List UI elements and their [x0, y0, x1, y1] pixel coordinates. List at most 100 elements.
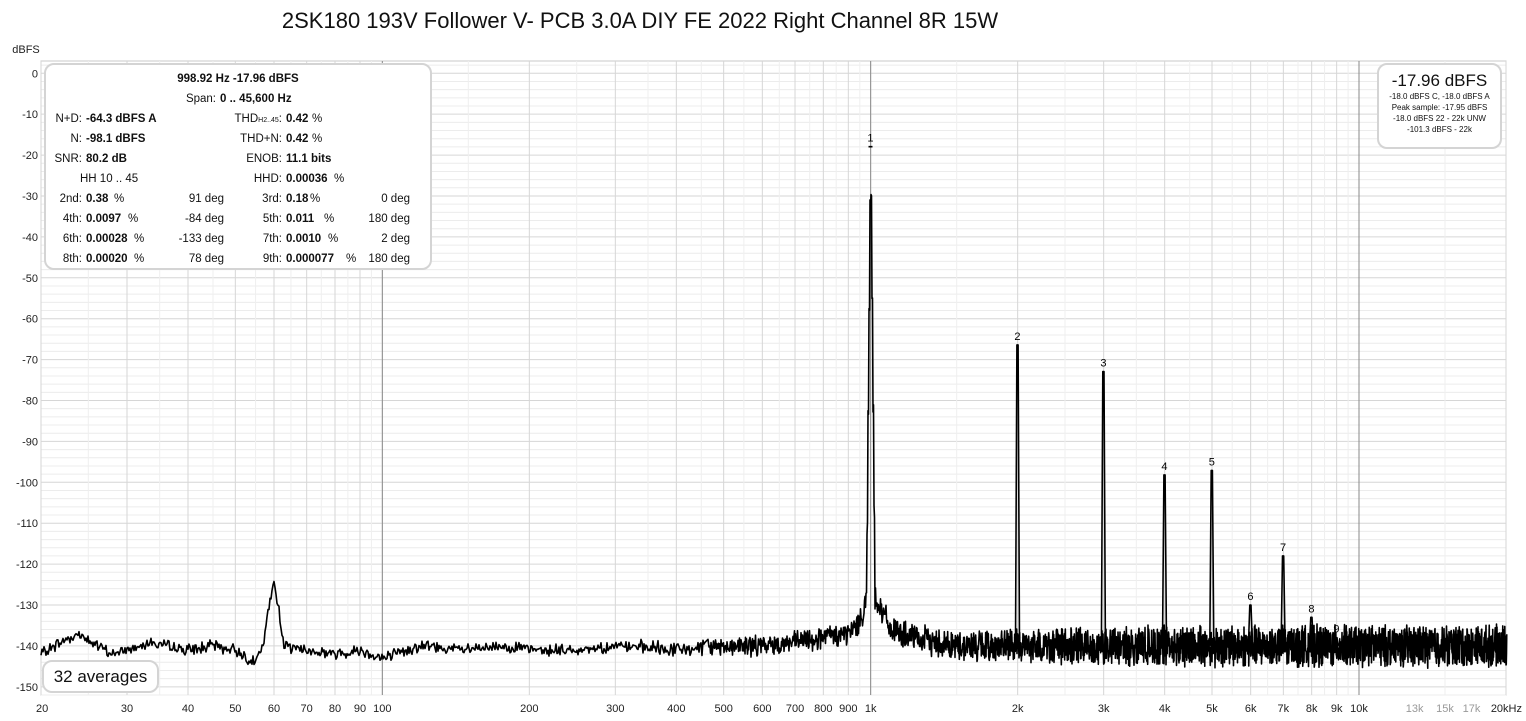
thd-label: THDH2..45: — [234, 113, 282, 125]
x-tick-label: 100 — [373, 703, 391, 715]
harmonic-value: 0.0097 — [86, 213, 122, 225]
hhd-value: 0.00036 — [286, 173, 328, 185]
peak-level-panel: -17.96 dBFS -18.0 dBFS C, -18.0 dBFS A P… — [1377, 63, 1502, 149]
x-tick-labels: 20 30 40 50 60 70 80 90 100 200 300 400 500 600 700 800… — [36, 703, 1522, 715]
harmonic-peak-label: 3 — [1100, 357, 1106, 369]
y-tick-label: -90 — [22, 436, 38, 448]
x-tick-label: 60 — [268, 703, 280, 715]
harmonic-label: 2nd: — [59, 193, 82, 205]
hh-label: HH 10 .. 45 — [80, 173, 139, 185]
peak-line: Peak sample: -17.95 dBFS — [1391, 103, 1488, 112]
x-tick-label: 15k — [1436, 703, 1454, 715]
nd-label: N+D: — [55, 113, 82, 125]
nd-value: -64.3 dBFS A — [86, 113, 157, 125]
x-tick-label: 800 — [814, 703, 832, 715]
harmonic-label: 5th: — [262, 213, 282, 225]
x-tick-label: 20 — [36, 703, 48, 715]
y-tick-label: -110 — [17, 518, 38, 530]
x-tick-label: 2k — [1012, 703, 1024, 715]
peak-line: -18.0 dBFS C, -18.0 dBFS A — [1389, 92, 1490, 101]
harmonic-phase: -133 deg — [178, 233, 224, 245]
harmonic-peak-label: 9 — [1333, 624, 1339, 636]
x-tick-label: 3k — [1098, 703, 1110, 715]
thdn-unit: % — [312, 133, 323, 145]
harmonic-unit: % — [128, 213, 139, 225]
harmonic-peak-label: 1 — [867, 133, 873, 145]
harmonic-label: 7th: — [262, 233, 282, 245]
harmonic-value: 0.0010 — [286, 233, 322, 245]
x-tick-label: 8k — [1306, 703, 1318, 715]
thdn-label: THD+N: — [240, 133, 282, 145]
harmonic-phase: 180 deg — [368, 213, 410, 225]
harmonic-phase: 78 deg — [188, 253, 224, 265]
peak-line: -101.3 dBFS - 22k — [1407, 125, 1472, 134]
y-tick-label: -40 — [22, 232, 38, 244]
n-label: N: — [70, 133, 83, 145]
hhd-label: HHD: — [253, 173, 282, 185]
snr-label: SNR: — [54, 153, 82, 165]
x-tick-label: 17k — [1463, 703, 1481, 715]
harmonic-peak-label: 2 — [1014, 331, 1020, 343]
snr-value: 80.2 dB — [86, 153, 127, 165]
harmonic-phase: 180 deg — [368, 253, 410, 265]
x-tick-label: 900 — [839, 703, 857, 715]
x-tick-label: 80 — [329, 703, 341, 715]
enob-value: 11.1 bits — [286, 153, 332, 165]
harmonic-value: 0.00028 — [86, 233, 128, 245]
harmonic-label: 4th: — [62, 213, 82, 225]
harmonic-unit: % — [324, 213, 335, 225]
harmonic-value: 0.00020 — [86, 253, 128, 265]
x-tick-label: 7k — [1278, 703, 1290, 715]
stats-panel: 998.92 Hz -17.96 dBFS Span: 0 .. 45,600 … — [44, 63, 432, 270]
harmonic-phase: 2 deg — [381, 233, 410, 245]
harmonic-phase: 91 deg — [188, 193, 224, 205]
harmonic-peaks: 1 2 3 4 5 6 7 8 9 — [867, 133, 1339, 636]
harmonic-label: 3rd: — [262, 193, 282, 205]
x-tick-label: 600 — [753, 703, 771, 715]
harmonic-value: 0.18 — [286, 193, 309, 205]
x-tick-label: 200 — [520, 703, 538, 715]
y-tick-label: -30 — [22, 191, 38, 203]
y-tick-label: -10 — [22, 109, 38, 121]
x-tick-label: 4k — [1159, 703, 1171, 715]
y-axis-label: dBFS — [12, 44, 40, 56]
x-tick-label: 300 — [606, 703, 624, 715]
harmonic-unit: % — [328, 233, 339, 245]
x-tick-label: 50 — [229, 703, 241, 715]
x-tick-label: 30 — [121, 703, 133, 715]
y-tick-label: -20 — [22, 150, 38, 162]
x-tick-label: 20kHz — [1491, 703, 1522, 715]
harmonic-peak-label: 7 — [1280, 542, 1286, 554]
peak-level-value: -17.96 dBFS — [1391, 71, 1488, 90]
x-tick-label: 90 — [354, 703, 366, 715]
hhd-unit: % — [334, 173, 345, 185]
thdn-value: 0.42 — [286, 133, 309, 145]
enob-label: ENOB: — [246, 153, 282, 165]
y-tick-label: -100 — [16, 477, 38, 489]
harmonic-unit: % — [310, 193, 321, 205]
y-tick-label: -120 — [16, 559, 38, 571]
harmonic-phase: 0 deg — [381, 193, 410, 205]
span-label: Span: — [185, 93, 216, 105]
peak-line: -18.0 dBFS 22 - 22k UNW — [1393, 114, 1486, 123]
harmonic-peak-label: 4 — [1161, 461, 1167, 473]
harmonic-value: 0.38 — [86, 193, 109, 205]
harmonic-peak-label: 6 — [1247, 591, 1253, 603]
y-tick-label: -80 — [22, 395, 38, 407]
chart-title: 2SK180 193V Follower V- PCB 3.0A DIY FE … — [281, 8, 999, 33]
spectrum-trace — [40, 145, 1508, 669]
harmonic-label: 6th: — [62, 233, 82, 245]
fundamental-readout: 998.92 Hz -17.96 dBFS — [177, 73, 299, 85]
span-value: 0 .. 45,600 Hz — [220, 93, 292, 105]
y-tick-label: -50 — [22, 273, 38, 285]
harmonic-unit: % — [134, 233, 145, 245]
harmonic-phase: -84 deg — [184, 213, 224, 225]
y-tick-label: -150 — [16, 682, 38, 694]
x-tick-label: 13k — [1406, 703, 1424, 715]
x-tick-label: 700 — [786, 703, 804, 715]
x-tick-label: 6k — [1245, 703, 1257, 715]
y-tick-label: -70 — [22, 355, 38, 367]
thd-value: 0.42 — [286, 113, 309, 125]
thd-unit: % — [312, 113, 323, 125]
